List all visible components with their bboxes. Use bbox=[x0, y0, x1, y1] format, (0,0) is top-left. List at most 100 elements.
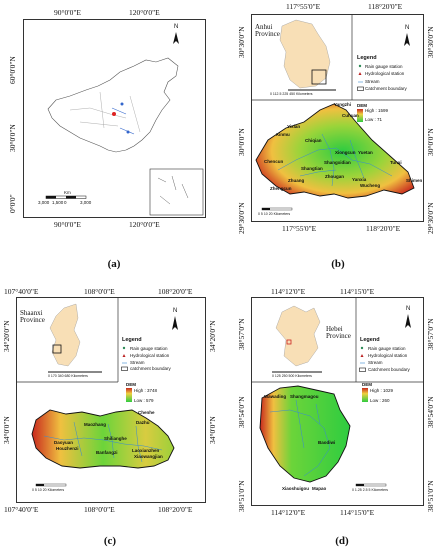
right-tick-1: 38°57'0"N bbox=[426, 318, 435, 350]
dem-low: Low : 579 bbox=[134, 398, 154, 403]
bottom-tick-1: 114°12'0"E bbox=[271, 508, 306, 517]
top-tick-3: 108°20'0"E bbox=[158, 287, 193, 296]
shaanxi-map-frame bbox=[16, 297, 206, 503]
dem-low: Low : 71 bbox=[365, 117, 383, 122]
top-tick-2: 108°0'0"E bbox=[84, 287, 115, 296]
right-tick-2: 38°54'0"N bbox=[426, 396, 435, 428]
south-china-sea-inset bbox=[149, 168, 204, 216]
bottom-tick-2: 120°0'0"E bbox=[129, 220, 160, 229]
place-shimen: Shimen bbox=[406, 178, 423, 183]
dem-low: Low : 260 bbox=[370, 398, 390, 403]
place-shilianghe: Shilianghe bbox=[104, 436, 127, 441]
place-wucheng: Wucheng bbox=[360, 183, 381, 188]
inset-scale: 0 125 250 500 Kilometers bbox=[272, 374, 312, 378]
place-tunxi: Tunxi bbox=[390, 160, 402, 165]
legend-hydro-station: Hydrological station bbox=[365, 71, 405, 76]
place-laoxianzhen: Laoxianzhen bbox=[132, 448, 160, 453]
place-houzhenzi: Houzhenzi bbox=[56, 446, 79, 451]
legend-rain-gauge: Rain gauge station bbox=[368, 346, 406, 351]
legend-hydro-station: Hydrological station bbox=[130, 353, 170, 358]
place-xiaowangjian: Xiaowangjian bbox=[134, 454, 163, 459]
left-tick-2: 38°54'0"N bbox=[237, 396, 246, 428]
legend-title: Legend bbox=[357, 55, 377, 61]
bottom-tick-3: 108°20'0"E bbox=[158, 505, 193, 514]
dem-high: High : 1029 bbox=[370, 388, 394, 393]
place-shangmagou: Shangmagou bbox=[290, 394, 319, 399]
legend: Legend bbox=[357, 55, 377, 62]
top-tick-2: 118°20'0"E bbox=[368, 2, 403, 11]
north-label: N bbox=[173, 308, 178, 314]
province-label: Shaanxi Province bbox=[20, 309, 45, 325]
bottom-tick-2: 114°15'0"E bbox=[340, 508, 375, 517]
bottom-tick-2: 118°20'0"E bbox=[366, 224, 401, 233]
province-label: Anhui Province bbox=[255, 23, 280, 39]
caption-c: (c) bbox=[103, 535, 117, 547]
inset-scale: 0 170 340 680 Kilometers bbox=[48, 374, 88, 378]
dem-title: DEM bbox=[126, 382, 136, 387]
map-scale: 0 5 10 20 Kilometers bbox=[258, 212, 291, 216]
dem-high: High : 1599 bbox=[365, 108, 389, 113]
legend-stream: Stream bbox=[368, 360, 383, 365]
place-zhengcun: Zhengcun bbox=[270, 186, 292, 191]
scale-unit: Km bbox=[64, 190, 71, 195]
study-site-marker bbox=[112, 112, 116, 116]
province-label: Hebei Province bbox=[326, 325, 351, 341]
legend-boundary: Catchment boundary bbox=[365, 86, 407, 91]
top-tick-2: 120°0'0"E bbox=[129, 8, 160, 17]
map-scale: 0 5 10 20 Kilometers bbox=[32, 488, 65, 492]
place-zhougan: Zhougan bbox=[325, 174, 344, 179]
place-dazhu: Dazhu bbox=[136, 420, 150, 425]
legend-boundary: catchment boundary bbox=[130, 366, 171, 371]
left-tick-1: 38°57'0"N bbox=[237, 318, 246, 350]
caption-d: (d) bbox=[335, 535, 349, 547]
north-arrow-icon bbox=[173, 32, 179, 44]
scale-label-2: 1,500 bbox=[52, 200, 64, 205]
top-tick-1: 117°55'0"E bbox=[286, 2, 321, 11]
place-banfangzi: Banfangzi bbox=[96, 450, 118, 455]
top-tick-1: 114°12'0"E bbox=[271, 287, 306, 296]
caption-a: (a) bbox=[107, 258, 121, 270]
dem-title: DEM bbox=[362, 382, 372, 387]
place-xiongcun: Xiongcun bbox=[335, 150, 356, 155]
place-maozhang: Maozhang bbox=[84, 422, 106, 427]
place-yanxia: Yanxia bbox=[352, 177, 367, 182]
north-label: N bbox=[174, 24, 179, 30]
place-daoyuan: Daoyuan bbox=[54, 440, 74, 445]
bottom-tick-1: 107°40'0"E bbox=[4, 505, 39, 514]
legend: Legend bbox=[360, 337, 380, 344]
legend-rain-gauge: Rain gauge station bbox=[365, 64, 403, 69]
legend-rain-gauge: Rain gauge station bbox=[130, 346, 168, 351]
place-xiaoshuigou: Xiaoshuigou bbox=[282, 486, 309, 491]
top-tick-1: 107°40'0"E bbox=[4, 287, 39, 296]
top-tick-2: 114°15'0"E bbox=[340, 287, 375, 296]
bottom-tick-1: 117°55'0"E bbox=[282, 224, 317, 233]
place-shangxidian: Shangxidian bbox=[324, 160, 351, 165]
left-tick-3: 38°51'0"N bbox=[237, 480, 246, 512]
place-yangzhi: Yangzhi bbox=[334, 102, 352, 107]
legend-boundary: Catchment boundary bbox=[368, 367, 410, 372]
dem-high: High : 3748 bbox=[134, 388, 158, 393]
bottom-tick-1: 90°0'0"E bbox=[54, 220, 81, 229]
bottom-tick-2: 108°0'0"E bbox=[84, 505, 115, 514]
place-shangtian: Shangtian bbox=[301, 166, 323, 171]
place-cuhuan: Cuhuan bbox=[342, 113, 359, 118]
scale-label-1: 3,000 bbox=[38, 200, 50, 205]
legend-hydro-station: Hydrological station bbox=[368, 353, 408, 358]
scale-label-3: 0 bbox=[64, 200, 67, 205]
place-wawading: Wawading bbox=[264, 394, 287, 399]
north-label: N bbox=[406, 306, 411, 312]
place-xinmu: Xinmu bbox=[276, 132, 290, 137]
top-tick-1: 90°0'0"E bbox=[54, 8, 81, 17]
legend: Legend bbox=[122, 337, 142, 344]
caption-b: (b) bbox=[331, 258, 345, 270]
inset-scale: 0 112.5 225 450 Kilometers bbox=[270, 92, 313, 96]
place-chencun: Chencun bbox=[264, 159, 284, 164]
legend-title: Legend bbox=[360, 337, 380, 343]
north-label: N bbox=[405, 25, 410, 31]
place-zhuang: Zhuang bbox=[288, 178, 305, 183]
place-mapao: Mapao bbox=[312, 486, 327, 491]
scale-label-4: 3,000 bbox=[80, 200, 92, 205]
